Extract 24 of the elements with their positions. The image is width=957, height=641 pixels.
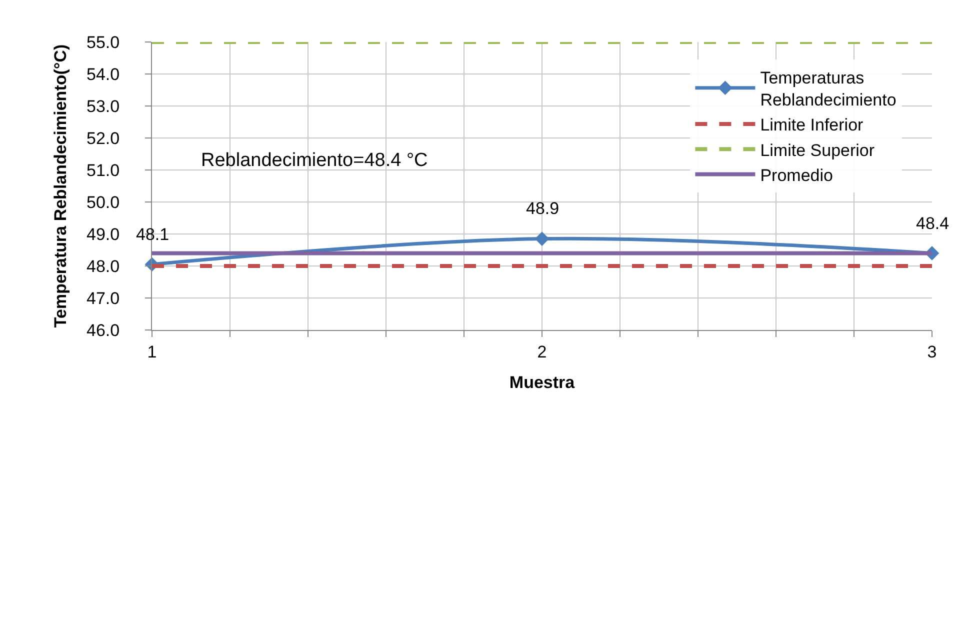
y-tick-label: 53.0 <box>86 96 120 116</box>
y-axis-title: Temperatura Reblandecimiento(°C) <box>51 44 70 328</box>
legend-label: Limite Inferior <box>760 116 864 135</box>
x-tick-label: 3 <box>927 342 937 362</box>
y-tick-label: 50.0 <box>86 192 120 212</box>
x-tick-label: 1 <box>147 342 157 362</box>
y-tick-label: 55.0 <box>86 32 120 52</box>
x-tick-label: 2 <box>537 342 547 362</box>
y-tick-label: 47.0 <box>86 288 120 308</box>
y-tick-label: 54.0 <box>86 64 120 84</box>
y-tick-label: 48.0 <box>86 256 120 276</box>
y-tick-label: 51.0 <box>86 160 120 180</box>
point <box>534 232 550 246</box>
data-label: 48.4 <box>916 214 950 233</box>
legend-label: Promedio <box>760 166 833 185</box>
y-tick-label: 46.0 <box>86 320 120 340</box>
legend-label: Limite Superior <box>760 140 875 160</box>
annotation: Reblandecimiento=48.4 °C <box>201 150 428 171</box>
y-tick-label: 49.0 <box>86 224 120 244</box>
x-axis-title: Muestra <box>509 372 576 392</box>
data-label: 48.1 <box>136 225 170 244</box>
y-tick-label: 52.0 <box>86 128 120 148</box>
data-label: 48.9 <box>526 199 560 218</box>
legend-label: Temperaturas Reblandecimiento <box>760 68 896 110</box>
